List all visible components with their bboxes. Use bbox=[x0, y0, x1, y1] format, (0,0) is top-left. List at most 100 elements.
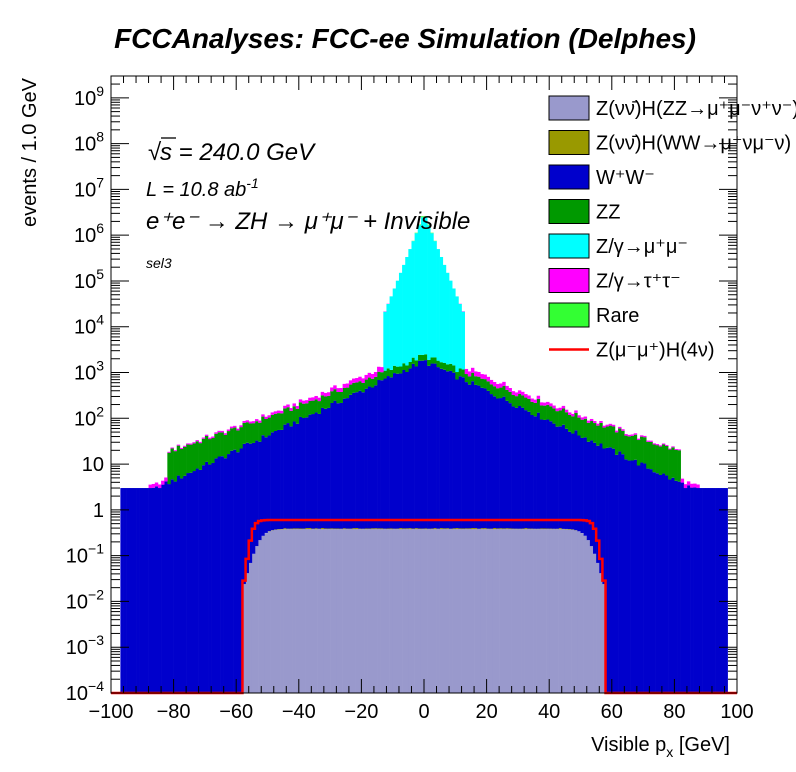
bar bbox=[514, 529, 519, 693]
bar bbox=[142, 488, 146, 693]
bar bbox=[430, 528, 434, 530]
bar bbox=[624, 435, 628, 460]
bar bbox=[361, 392, 365, 529]
legend-label: ZZ bbox=[596, 202, 620, 224]
bar bbox=[370, 529, 375, 693]
bar bbox=[608, 423, 613, 426]
bar bbox=[455, 372, 459, 380]
bar bbox=[574, 410, 578, 413]
bar bbox=[367, 386, 372, 529]
bar bbox=[464, 382, 469, 529]
bar bbox=[223, 458, 228, 693]
bar bbox=[342, 529, 347, 693]
bar bbox=[711, 488, 716, 693]
bar bbox=[470, 528, 475, 530]
bar bbox=[314, 529, 318, 693]
bar bbox=[201, 437, 206, 439]
bar bbox=[683, 488, 688, 693]
bar bbox=[348, 529, 353, 693]
bar bbox=[311, 414, 315, 529]
bar bbox=[214, 458, 218, 693]
bar bbox=[580, 419, 584, 438]
bar bbox=[627, 434, 631, 437]
bar bbox=[574, 412, 578, 431]
legend-entry: ZZ bbox=[548, 199, 620, 224]
bar bbox=[546, 529, 550, 693]
bar bbox=[355, 378, 359, 383]
bar bbox=[273, 529, 278, 693]
bar bbox=[555, 529, 559, 693]
bar bbox=[477, 376, 481, 386]
bar bbox=[539, 402, 544, 406]
y-tick-label: 107 bbox=[74, 174, 104, 201]
bar bbox=[618, 428, 622, 452]
bar bbox=[367, 528, 372, 530]
bar bbox=[502, 528, 506, 530]
bar bbox=[517, 406, 522, 529]
bar bbox=[126, 488, 131, 693]
bar bbox=[236, 428, 240, 431]
bar bbox=[442, 264, 447, 363]
bar bbox=[558, 426, 563, 529]
bar bbox=[508, 391, 512, 404]
bar bbox=[589, 440, 594, 547]
bar bbox=[267, 435, 271, 532]
bar bbox=[486, 381, 491, 391]
bar bbox=[630, 435, 635, 461]
bar bbox=[593, 553, 597, 693]
bar bbox=[179, 448, 184, 479]
bar bbox=[546, 404, 550, 420]
bar bbox=[258, 540, 262, 693]
bar bbox=[514, 392, 519, 397]
bar bbox=[405, 528, 409, 530]
bar bbox=[330, 387, 334, 392]
bar bbox=[408, 368, 412, 529]
bar bbox=[167, 451, 171, 453]
bar bbox=[527, 411, 531, 529]
bar bbox=[148, 484, 152, 489]
bar bbox=[414, 528, 419, 530]
bar bbox=[458, 304, 462, 369]
bar bbox=[314, 399, 318, 413]
bar bbox=[558, 528, 563, 530]
bar bbox=[483, 528, 487, 530]
bar bbox=[383, 378, 387, 529]
bar bbox=[624, 459, 628, 693]
bar bbox=[389, 369, 393, 378]
bar bbox=[539, 405, 544, 420]
bar bbox=[430, 233, 434, 358]
bar bbox=[430, 363, 434, 529]
bar bbox=[151, 487, 156, 693]
bar bbox=[433, 357, 437, 364]
bar bbox=[492, 528, 497, 530]
bar bbox=[492, 529, 497, 693]
bar bbox=[564, 409, 569, 413]
bar bbox=[239, 448, 243, 693]
bar bbox=[408, 362, 412, 369]
bar bbox=[261, 414, 265, 417]
bar bbox=[508, 403, 512, 529]
bar bbox=[201, 438, 206, 466]
bar bbox=[486, 390, 491, 529]
bar bbox=[220, 430, 224, 433]
bar bbox=[636, 440, 641, 466]
bar bbox=[305, 417, 309, 529]
bar bbox=[564, 412, 569, 429]
bar bbox=[386, 376, 390, 529]
bar bbox=[483, 379, 487, 389]
bar bbox=[280, 429, 284, 530]
bar bbox=[452, 288, 456, 366]
bar bbox=[289, 410, 293, 427]
bar bbox=[411, 241, 415, 358]
x-tick-label: 60 bbox=[601, 701, 623, 723]
bar bbox=[599, 421, 603, 423]
bar bbox=[552, 423, 556, 529]
bar bbox=[398, 373, 403, 529]
bar bbox=[489, 379, 494, 385]
bar bbox=[608, 425, 613, 448]
bar bbox=[229, 426, 234, 429]
bar bbox=[633, 459, 638, 693]
bar bbox=[336, 388, 340, 393]
bar bbox=[508, 528, 512, 530]
bar bbox=[495, 528, 500, 530]
